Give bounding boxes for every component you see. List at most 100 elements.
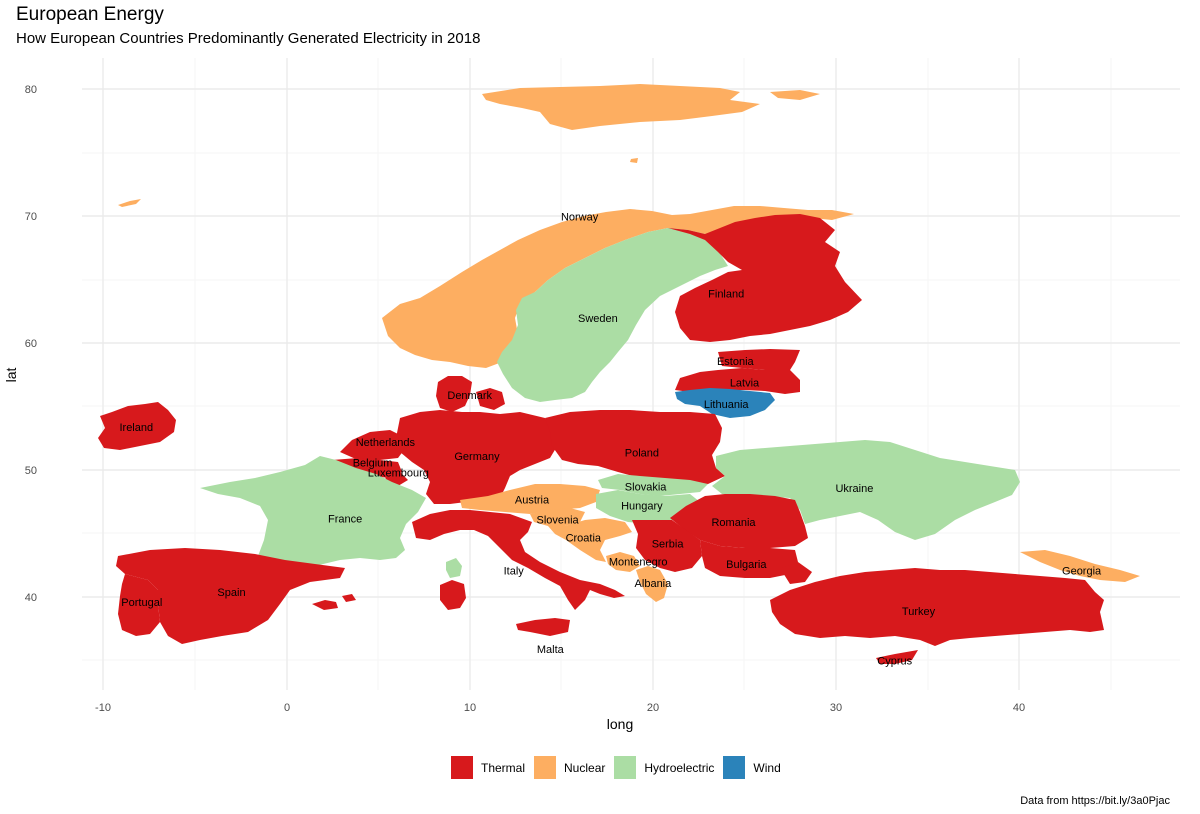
region-norway: [382, 206, 854, 368]
region-belgium: [332, 458, 402, 478]
y-tick-label: 70: [25, 211, 37, 223]
chart-subtitle: How European Countries Predominantly Gen…: [16, 30, 481, 47]
country-label-lithuania: Lithuania: [704, 399, 750, 411]
country-label-italy: Italy: [504, 565, 525, 577]
x-tick-label: 0: [284, 702, 290, 714]
region-italy: [412, 510, 625, 610]
country-label-sweden: Sweden: [578, 313, 618, 325]
x-axis-ticks: -10 0 10 20 30 40: [95, 702, 1025, 714]
x-tick-label: 30: [830, 702, 842, 714]
country-labels: Norway Sweden Finland Estonia Latvia Lithuani…: [119, 211, 1102, 667]
country-label-portugal: Portugal: [121, 597, 162, 609]
legend-item-wind: Wind: [723, 756, 781, 779]
y-tick-label: 50: [25, 465, 37, 477]
x-tick-label: 10: [464, 702, 476, 714]
region-jan-mayen: [118, 199, 141, 207]
region-ireland: [98, 402, 176, 450]
legend-swatch-hydroelectric: [614, 756, 637, 779]
country-shapes: [98, 84, 1140, 664]
legend-swatch-wind: [723, 756, 746, 779]
x-tick-label: 40: [1013, 702, 1025, 714]
region-ukraine: [712, 440, 1020, 540]
region-lithuania: [675, 388, 775, 418]
y-tick-label: 80: [25, 84, 37, 96]
country-label-poland: Poland: [625, 447, 659, 459]
country-label-hungary: Hungary: [621, 501, 663, 513]
country-label-slovakia: Slovakia: [625, 482, 667, 494]
country-label-finland: Finland: [708, 289, 744, 301]
region-cyprus: [876, 650, 918, 664]
x-tick-label: 20: [647, 702, 659, 714]
country-label-georgia: Georgia: [1062, 565, 1102, 577]
chart-title: European Energy: [16, 4, 164, 25]
region-croatia: [548, 518, 632, 562]
country-label-germany: Germany: [454, 451, 500, 463]
caption: Data from https://bit.ly/3a0Pjac: [1020, 795, 1170, 807]
country-label-albania: Albania: [635, 578, 673, 590]
country-label-bulgaria: Bulgaria: [726, 559, 767, 571]
region-svalbard: [482, 84, 760, 130]
legend-label: Thermal: [481, 760, 526, 775]
country-label-spain: Spain: [217, 587, 245, 599]
y-tick-label: 60: [25, 338, 37, 350]
y-axis-title: lat: [3, 368, 19, 383]
region-turkey-thrace: [780, 562, 812, 584]
legend-item-nuclear: Nuclear: [534, 756, 605, 779]
y-tick-label: 40: [25, 592, 37, 604]
country-label-cyprus: Cyprus: [877, 655, 912, 667]
country-label-croatia: Croatia: [566, 532, 602, 544]
region-latvia: [675, 368, 800, 394]
map-plot: -10 0 10 20 30 40 40 50 60 70 80 long la…: [3, 58, 1180, 732]
region-austria: [460, 484, 600, 514]
region-slovenia: [530, 508, 585, 526]
region-sardinia: [440, 580, 466, 610]
region-georgia: [1020, 550, 1140, 582]
legend-item-hydroelectric: Hydroelectric: [614, 756, 714, 779]
region-montenegro: [606, 552, 640, 572]
region-denmark-islands: [476, 388, 505, 410]
region-portugal: [118, 574, 160, 636]
region-turkey: [770, 568, 1104, 646]
region-serbia: [632, 520, 702, 572]
region-corsica: [446, 558, 462, 578]
legend-label: Wind: [753, 760, 781, 775]
legend-label: Hydroelectric: [644, 760, 715, 775]
country-label-ukraine: Ukraine: [835, 483, 873, 495]
country-label-latvia: Latvia: [730, 378, 760, 390]
country-label-turkey: Turkey: [902, 606, 936, 618]
region-france: [200, 456, 426, 566]
region-romania: [670, 494, 808, 548]
region-albania: [636, 566, 668, 602]
legend-swatch-nuclear: [534, 756, 557, 779]
region-svalbard-east: [770, 90, 820, 100]
region-germany: [396, 410, 556, 504]
country-label-belgium: Belgium: [353, 458, 393, 470]
x-tick-label: -10: [95, 702, 111, 714]
region-spain: [116, 548, 345, 644]
country-label-norway: Norway: [561, 211, 599, 223]
legend-label: Nuclear: [564, 760, 606, 775]
region-poland: [545, 410, 725, 484]
legend-swatch-thermal: [451, 756, 473, 779]
country-label-luxembourg: Luxembourg: [368, 468, 429, 480]
country-label-montenegro: Montenegro: [609, 557, 668, 569]
region-balearics: [312, 600, 338, 610]
region-bulgaria: [700, 540, 798, 578]
country-label-romania: Romania: [711, 517, 756, 529]
region-slovakia: [598, 474, 708, 496]
region-estonia: [718, 349, 800, 370]
x-axis-title: long: [607, 716, 633, 732]
region-finland: [668, 214, 862, 342]
region-sicily: [516, 618, 570, 636]
country-label-ireland: Ireland: [119, 422, 153, 434]
region-balearics-east: [342, 594, 356, 602]
country-label-malta: Malta: [537, 644, 565, 656]
legend-item-thermal: Thermal: [451, 756, 525, 779]
legend: Thermal Nuclear Hydroelectric Wind: [451, 756, 790, 779]
y-axis-ticks: 40 50 60 70 80: [25, 84, 37, 604]
country-label-austria: Austria: [515, 494, 550, 506]
region-denmark: [436, 376, 472, 412]
country-label-serbia: Serbia: [652, 539, 685, 551]
region-bear-island: [630, 158, 638, 163]
country-label-netherlands: Netherlands: [356, 437, 416, 449]
